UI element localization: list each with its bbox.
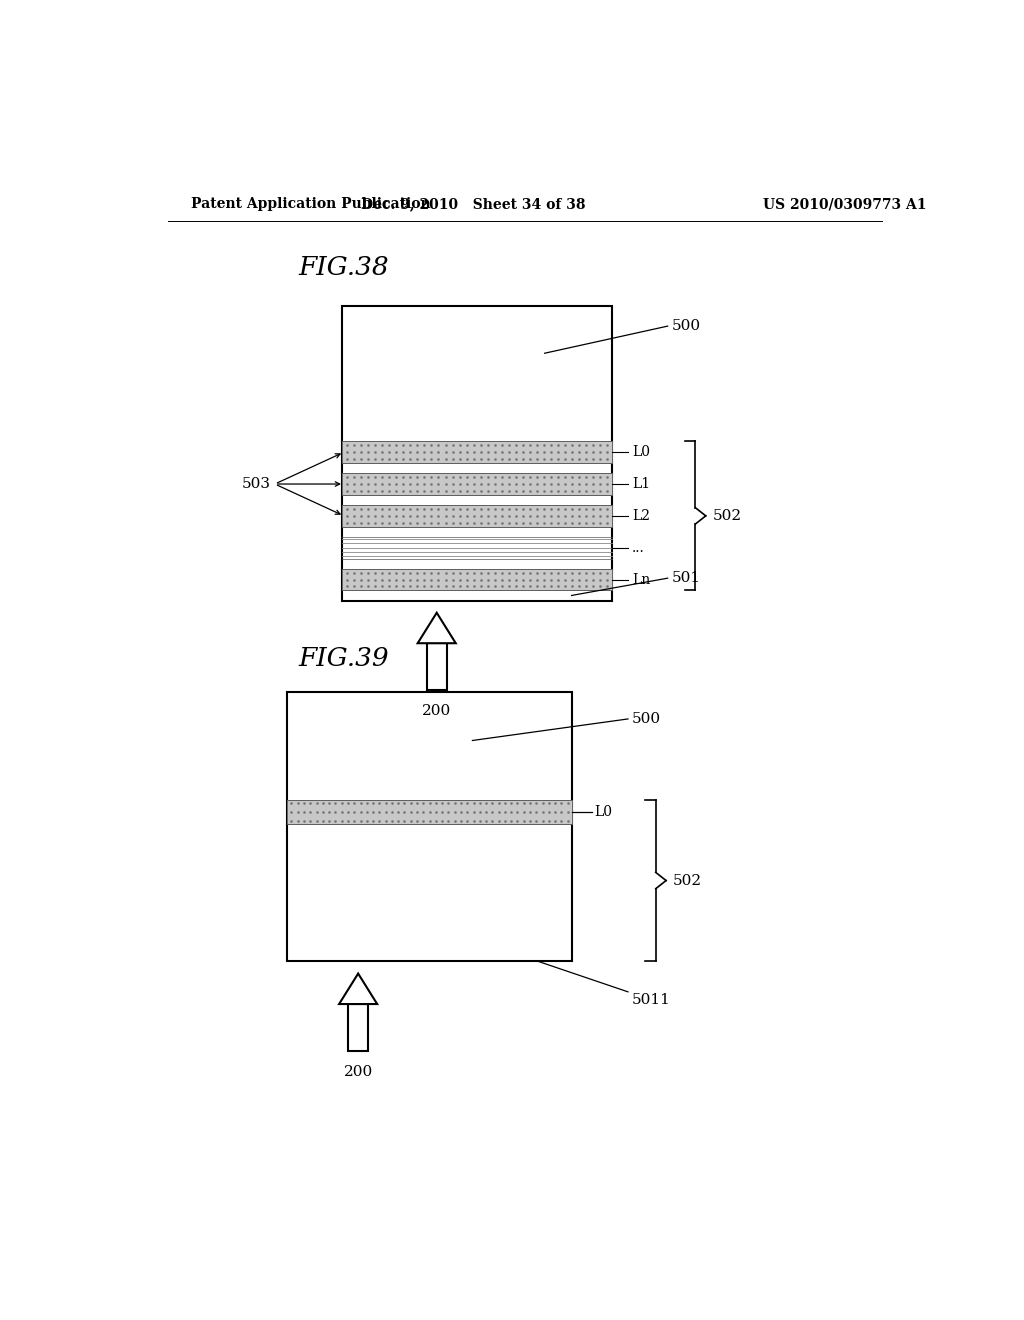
Bar [342, 306, 612, 601]
Text: 502: 502 [673, 874, 702, 887]
Bar [348, 1005, 368, 1051]
Text: 5011: 5011 [632, 993, 671, 1007]
Text: FIG.39: FIG.39 [299, 645, 389, 671]
Bar [427, 643, 446, 690]
Text: 200: 200 [422, 704, 452, 718]
Polygon shape [418, 612, 456, 643]
Text: 503: 503 [242, 477, 270, 491]
Text: Dec. 9, 2010   Sheet 34 of 38: Dec. 9, 2010 Sheet 34 of 38 [361, 197, 586, 211]
Bar [342, 473, 612, 495]
Text: Ln: Ln [632, 573, 650, 586]
Text: ...: ... [632, 541, 645, 554]
Bar [342, 441, 612, 463]
Bar [287, 800, 572, 824]
Bar [342, 569, 612, 590]
Text: L0: L0 [595, 805, 612, 818]
Polygon shape [339, 974, 377, 1005]
Text: 500: 500 [672, 319, 700, 333]
Bar [342, 506, 612, 527]
Text: L0: L0 [632, 445, 650, 459]
Text: 502: 502 [713, 508, 742, 523]
Text: 500: 500 [632, 711, 662, 726]
Text: 501: 501 [672, 572, 700, 585]
Text: Patent Application Publication: Patent Application Publication [191, 197, 431, 211]
Text: L2: L2 [632, 508, 650, 523]
Text: FIG.38: FIG.38 [299, 255, 389, 280]
Text: US 2010/0309773 A1: US 2010/0309773 A1 [763, 197, 927, 211]
Text: L1: L1 [632, 477, 650, 491]
Bar [287, 692, 572, 961]
Text: 200: 200 [343, 1065, 373, 1078]
